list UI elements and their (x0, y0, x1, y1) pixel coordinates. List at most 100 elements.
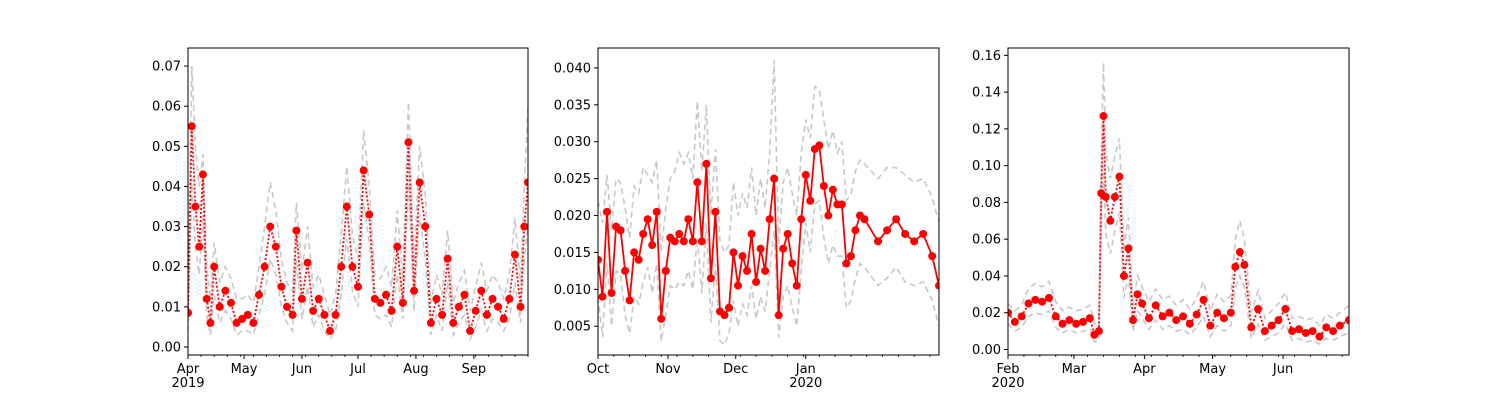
data-point (283, 302, 292, 311)
data-point (221, 286, 230, 295)
data-point (202, 294, 211, 303)
data-point (1206, 321, 1215, 330)
data-point (661, 266, 670, 275)
data-point (1301, 328, 1310, 337)
data-point (892, 215, 901, 224)
data-point (520, 222, 528, 231)
data-point (702, 159, 711, 168)
data-point (1094, 327, 1103, 336)
data-point (488, 294, 497, 303)
data-point (510, 250, 519, 259)
data-point (277, 282, 286, 291)
data-point (1219, 314, 1228, 323)
data-point (1192, 310, 1201, 319)
data-point (634, 255, 643, 264)
y-tick-label: 0.06 (152, 100, 181, 115)
y-tick-label: 0.02 (152, 260, 181, 275)
data-point (353, 282, 362, 291)
data-point (1185, 319, 1194, 328)
y-tick-label: 0.00 (972, 343, 1001, 358)
data-point (309, 306, 318, 315)
data-point (607, 289, 616, 298)
data-point (842, 259, 851, 268)
data-point (779, 244, 788, 253)
y-tick-label: 0.14 (972, 86, 1001, 101)
data-point (1274, 316, 1283, 325)
data-point (206, 318, 215, 327)
data-point (1158, 312, 1167, 321)
data-point (1315, 332, 1324, 341)
data-point (226, 298, 235, 307)
y-tick-label: 0.035 (554, 98, 591, 113)
band-lower-line (188, 178, 528, 342)
data-point (729, 248, 738, 257)
data-point (415, 178, 424, 187)
data-point (711, 207, 720, 216)
band-lower-line (598, 199, 939, 346)
data-point (243, 310, 252, 319)
data-point (598, 292, 607, 301)
data-point (466, 326, 475, 335)
data-point (325, 326, 334, 335)
data-point (797, 215, 806, 224)
data-point (684, 215, 693, 224)
data-point (1044, 294, 1053, 303)
data-point (191, 202, 200, 211)
data-point (824, 211, 833, 220)
data-point (935, 281, 939, 290)
y-tick-label: 0.005 (554, 320, 591, 335)
data-point (738, 252, 747, 261)
data-point (765, 215, 774, 224)
data-point (756, 244, 765, 253)
data-point (819, 181, 828, 190)
data-point (1129, 316, 1138, 325)
y-tick-label: 0.03 (152, 220, 181, 235)
x-tick-label: Apr (1133, 362, 1156, 377)
band-upper-line (188, 66, 528, 318)
band-upper-line (598, 60, 939, 255)
x-tick-label: Jun (1272, 362, 1293, 377)
data-point (499, 314, 508, 323)
data-point (1235, 248, 1244, 257)
data-point (348, 262, 357, 271)
y-tick-label: 0.04 (152, 180, 181, 195)
data-point (438, 310, 447, 319)
data-point (752, 277, 761, 286)
data-point (679, 237, 688, 246)
data-point (603, 207, 612, 216)
data-point (846, 252, 855, 261)
data-point (901, 229, 910, 238)
data-point (639, 229, 648, 238)
plot-area (1008, 62, 1349, 345)
data-point (724, 303, 733, 312)
data-point (806, 196, 815, 205)
data-point (1110, 192, 1119, 201)
data-point (1115, 172, 1124, 181)
data-point (1051, 312, 1060, 321)
x-tick-label: May (1199, 362, 1226, 377)
data-point (1345, 316, 1349, 325)
x-tick-label: Apr (177, 362, 200, 377)
y-tick-label: 0.015 (554, 246, 591, 261)
data-point (1085, 314, 1094, 323)
data-point (331, 310, 340, 319)
data-point (919, 229, 928, 238)
data-point (1101, 192, 1110, 201)
y-tick-label: 0.08 (972, 196, 1001, 211)
data-point (1308, 327, 1317, 336)
data-point (188, 122, 196, 131)
data-point (657, 314, 666, 323)
data-point (801, 170, 810, 179)
data-point (1179, 312, 1188, 321)
x-tick-label: Mar (1062, 362, 1087, 377)
data-point (426, 318, 435, 327)
data-point (1213, 308, 1222, 317)
data-point (421, 222, 430, 231)
data-point (688, 237, 697, 246)
data-point (1329, 327, 1338, 336)
data-point (249, 318, 258, 327)
data-point (1267, 321, 1276, 330)
data-point (1322, 323, 1331, 332)
data-point (851, 226, 860, 235)
plot-area (598, 60, 939, 346)
